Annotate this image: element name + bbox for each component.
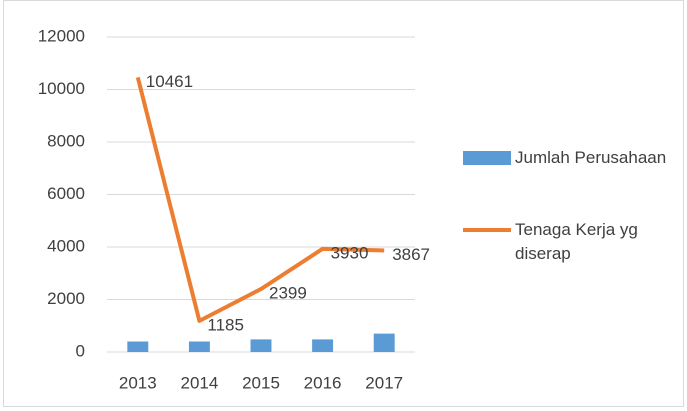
legend-item: Jumlah Perusahaan — [463, 146, 675, 170]
legend-swatch — [463, 228, 511, 232]
legend-label: Tenaga Kerja yg diserap — [515, 220, 638, 263]
legend-label: Jumlah Perusahaan — [515, 148, 667, 167]
x-tick-label: 2013 — [119, 373, 157, 392]
y-tick-label: 2000 — [47, 289, 85, 308]
y-tick-label: 8000 — [47, 131, 85, 150]
y-tick-label: 12000 — [38, 26, 85, 45]
bar — [312, 339, 334, 352]
y-tick-label: 0 — [76, 341, 85, 360]
x-tick-label: 2016 — [304, 373, 342, 392]
x-tick-label: 2017 — [365, 373, 403, 392]
bar — [127, 341, 149, 352]
x-tick-label: 2015 — [242, 373, 280, 392]
y-tick-label: 6000 — [47, 184, 85, 203]
bar — [373, 333, 395, 352]
y-tick-label: 4000 — [47, 236, 85, 255]
line — [135, 76, 385, 323]
data-label: 3930 — [331, 243, 369, 262]
x-tick-label: 2014 — [180, 373, 218, 392]
bar — [250, 339, 272, 352]
legend-item: Tenaga Kerja yg diserap — [463, 218, 675, 266]
legend-swatch — [463, 151, 511, 165]
data-label: 1185 — [207, 315, 244, 334]
data-label: 3867 — [392, 245, 430, 264]
chart-border — [3, 0, 684, 407]
data-label: 10461 — [146, 72, 193, 91]
data-label: 2399 — [269, 284, 307, 303]
y-tick-label: 10000 — [38, 79, 85, 98]
bar — [188, 341, 210, 352]
